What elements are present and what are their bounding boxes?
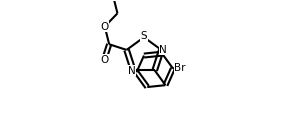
Text: N: N	[128, 66, 136, 76]
Text: O: O	[100, 55, 108, 65]
Text: N: N	[159, 45, 167, 54]
Text: S: S	[141, 31, 147, 41]
Text: O: O	[101, 22, 109, 32]
Text: Br: Br	[174, 63, 186, 73]
